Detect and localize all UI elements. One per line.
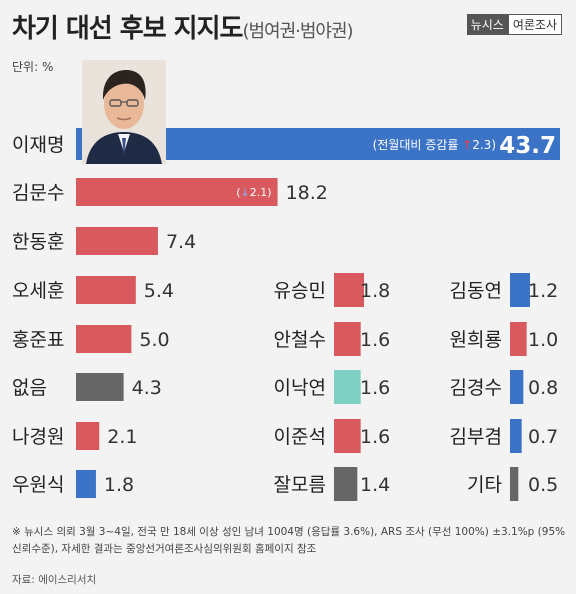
brand-badge: 뉴시스 여론조사 (466, 14, 562, 35)
value-label: 43.7 (499, 133, 556, 159)
value-label: 1.4 (360, 474, 390, 496)
brand-tag: 여론조사 (507, 14, 562, 35)
bar-없음 (76, 373, 124, 401)
category-label: 김경수 (450, 377, 502, 399)
value-label: 2.1 (107, 426, 137, 448)
value-label: 0.8 (528, 377, 558, 399)
chart-title: 차기 대선 후보 지지도(범여권·범야권) (12, 8, 354, 45)
change-annotation: (↓2.1) (236, 186, 271, 199)
category-label: 김문수 (12, 182, 64, 204)
bar-잘모름 (334, 467, 358, 501)
title-main: 차기 대선 후보 지지도 (12, 14, 243, 44)
bar-김부겸 (510, 419, 522, 453)
value-label: 18.2 (286, 182, 328, 204)
bar-나경원 (76, 422, 100, 450)
value-label: 1.2 (528, 280, 558, 302)
value-label: 1.8 (104, 474, 134, 496)
bar-이준석 (334, 419, 361, 453)
value-label: 5.4 (144, 280, 174, 302)
category-label: 김부겸 (450, 426, 502, 448)
footnote: ※ 뉴시스 의뢰 3월 3~4일, 전국 만 18세 이상 성인 남녀 1004… (12, 526, 566, 555)
source-note: 자료: 에이스리서치 (12, 574, 97, 586)
candidate-portrait (82, 60, 166, 164)
category-label: 오세훈 (12, 280, 64, 302)
value-label: 5.0 (139, 329, 169, 351)
bar-오세훈 (76, 276, 136, 304)
category-label: 나경원 (12, 426, 64, 448)
value-label: 0.7 (528, 426, 558, 448)
category-label: 잘모름 (274, 474, 326, 496)
bar-우원식 (76, 470, 96, 498)
bar-chart: 이재명 43.7(전월대비 증감률 ↑2.3) 김문수 18.2 (↓2.1) 한동훈 7.… (12, 128, 560, 501)
category-label: 우원식 (12, 474, 64, 496)
category-label: 김동연 (450, 280, 502, 302)
bar-홍준표 (76, 325, 132, 353)
category-label: 이낙연 (274, 377, 326, 399)
bar-김경수 (510, 370, 524, 404)
bar-안철수 (334, 322, 361, 356)
bar-이낙연 (334, 370, 361, 404)
change-annotation: (전월대비 증감률 ↑2.3) (373, 138, 496, 152)
value-label: 0.5 (528, 474, 558, 496)
unit-label: 단위: % (12, 60, 54, 74)
category-label: 이재명 (12, 134, 64, 156)
bar-기타 (510, 467, 519, 501)
category-label: 없음 (12, 377, 47, 399)
value-label: 7.4 (166, 231, 196, 253)
value-label: 1.0 (528, 329, 558, 351)
category-label: 안철수 (274, 329, 326, 351)
bar-원희룡 (510, 322, 527, 356)
category-label: 이준석 (274, 426, 326, 448)
category-label: 유승민 (274, 280, 326, 302)
bar-유승민 (334, 273, 364, 307)
brand-name: 뉴시스 (466, 14, 508, 35)
title-subtitle: (범여권·범야권) (242, 21, 353, 42)
bar-한동훈 (76, 227, 158, 255)
category-label: 기타 (467, 474, 502, 496)
bar-김동연 (510, 273, 530, 307)
bar-김문수 (76, 178, 278, 206)
category-label: 홍준표 (12, 329, 64, 351)
value-label: 1.6 (360, 377, 390, 399)
value-label: 1.6 (360, 329, 390, 351)
value-label: 1.6 (360, 426, 390, 448)
value-label: 1.8 (360, 280, 390, 302)
value-label: 4.3 (132, 377, 162, 399)
category-label: 한동훈 (12, 231, 64, 253)
category-label: 원희룡 (450, 329, 502, 351)
